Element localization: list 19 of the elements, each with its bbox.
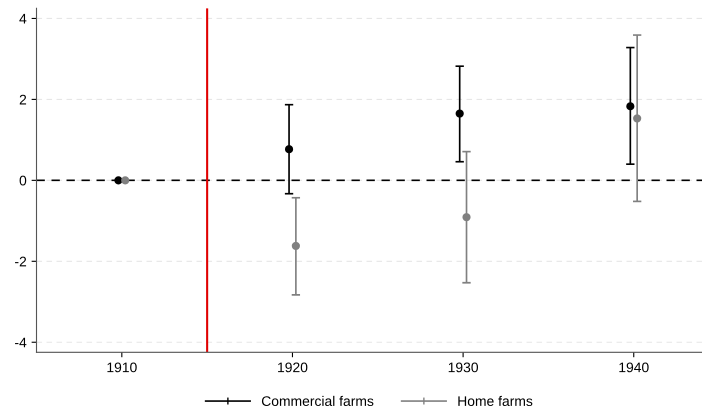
point [462, 213, 471, 222]
point [292, 242, 300, 250]
point [121, 176, 130, 184]
point [114, 176, 123, 184]
y-tick-label: 2 [20, 94, 26, 104]
y-tick-label: -2 [15, 256, 26, 266]
legend-label: Home farms [458, 396, 532, 406]
y-tick-label: -4 [15, 338, 26, 348]
x-tick-label: 1920 [278, 362, 308, 372]
x-tick-label: 1940 [619, 362, 649, 372]
y-tick-label: 4 [19, 14, 26, 24]
x-tick-label: 1910 [107, 362, 137, 372]
point [284, 145, 294, 154]
legend-label: Commercial farms [262, 396, 374, 406]
point [633, 114, 642, 123]
y-tick-label: 0 [20, 176, 26, 186]
x-tick-label: 1930 [448, 362, 478, 372]
point [626, 102, 634, 110]
point [456, 109, 464, 118]
